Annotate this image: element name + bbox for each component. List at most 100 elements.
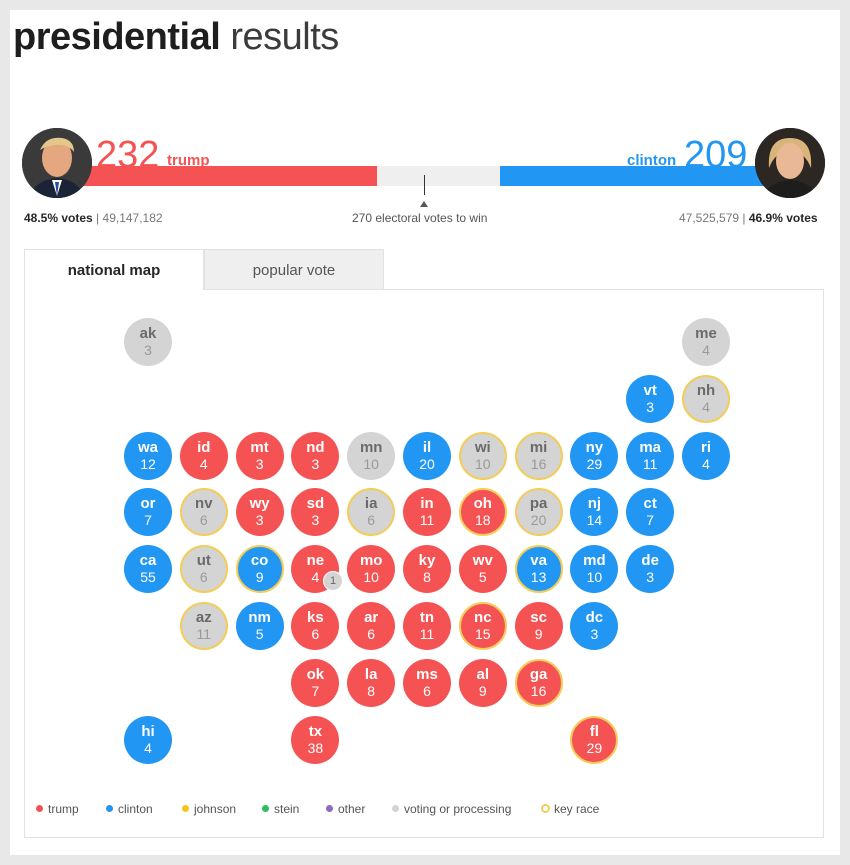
state-ny[interactable]: ny 29 xyxy=(570,431,619,480)
state-electoral-votes: 10 xyxy=(475,455,491,472)
page-title: presidential results xyxy=(13,16,339,59)
state-electoral-votes: 7 xyxy=(311,682,320,699)
state-sc[interactable]: sc 9 xyxy=(514,602,563,650)
state-abbr: ga xyxy=(529,665,548,683)
state-nh[interactable]: nh 4 xyxy=(682,374,730,423)
state-electoral-votes: 14 xyxy=(586,512,603,529)
state-abbr: ny xyxy=(585,438,604,456)
state-in[interactable]: in 11 xyxy=(403,488,451,537)
state-ia[interactable]: ia 6 xyxy=(347,488,396,537)
state-abbr: va xyxy=(530,552,547,570)
state-electoral-votes: 3 xyxy=(255,512,264,529)
state-fl[interactable]: fl 29 xyxy=(570,715,619,764)
state-ks[interactable]: ks 6 xyxy=(291,602,340,650)
state-or[interactable]: or 7 xyxy=(124,488,172,537)
state-electoral-votes: 3 xyxy=(646,398,655,415)
clinton-photo-icon xyxy=(755,128,825,198)
legend-dot-icon xyxy=(36,805,43,812)
state-mi[interactable]: mi 16 xyxy=(514,431,563,480)
state-ms[interactable]: ms 6 xyxy=(403,658,451,707)
state-il[interactable]: il 20 xyxy=(403,431,451,480)
state-wv[interactable]: wv 5 xyxy=(458,545,507,594)
state-la[interactable]: la 8 xyxy=(347,658,396,707)
state-abbr: ia xyxy=(364,495,378,513)
state-abbr: ca xyxy=(139,552,157,570)
legend-dot-icon xyxy=(262,805,269,812)
state-electoral-votes: 6 xyxy=(367,626,376,642)
state-ky[interactable]: ky 8 xyxy=(403,545,451,594)
state-tn[interactable]: tn 11 xyxy=(403,602,451,650)
state-wa[interactable]: wa 12 xyxy=(124,431,172,480)
state-al[interactable]: al 9 xyxy=(458,658,507,707)
state-hi[interactable]: hi 4 xyxy=(124,715,172,764)
trump-avatar xyxy=(22,128,92,198)
state-abbr: de xyxy=(641,552,659,570)
state-abbr: wv xyxy=(472,552,493,570)
state-abbr: mo xyxy=(359,552,383,570)
state-oh[interactable]: oh 18 xyxy=(458,488,507,537)
state-abbr: mt xyxy=(250,438,269,456)
state-ut[interactable]: ut 6 xyxy=(179,545,228,594)
state-co[interactable]: co 9 xyxy=(235,545,284,594)
state-electoral-votes: 11 xyxy=(419,512,435,529)
state-electoral-votes: 55 xyxy=(140,569,156,586)
tab-national-map[interactable]: national map xyxy=(24,249,204,290)
state-me[interactable]: me 4 xyxy=(682,318,730,366)
state-ri[interactable]: ri 4 xyxy=(682,431,730,480)
state-mn[interactable]: mn 10 xyxy=(347,431,396,480)
state-ak[interactable]: ak 3 xyxy=(124,318,172,366)
undecided-bar xyxy=(377,166,500,186)
state-nd[interactable]: nd 3 xyxy=(291,431,340,480)
state-id[interactable]: id 4 xyxy=(179,431,228,480)
trump-electoral: 232 xyxy=(96,134,160,176)
state-mo[interactable]: mo 10 xyxy=(347,545,396,594)
state-abbr: or xyxy=(140,495,156,513)
state-electoral-votes: 11 xyxy=(419,626,435,642)
legend-label: clinton xyxy=(118,802,153,816)
legend-label: voting or processing xyxy=(404,802,512,816)
state-ca[interactable]: ca 55 xyxy=(124,545,172,594)
state-abbr: ky xyxy=(418,552,436,570)
state-wi[interactable]: wi 10 xyxy=(458,431,507,480)
state-mt[interactable]: mt 3 xyxy=(235,431,284,480)
state-electoral-votes: 38 xyxy=(307,739,324,756)
state-nc[interactable]: nc 15 xyxy=(458,602,507,650)
state-va[interactable]: va 13 xyxy=(514,545,563,594)
state-electoral-votes: 9 xyxy=(255,569,264,586)
state-ga[interactable]: ga 16 xyxy=(514,658,563,707)
clinton-avatar xyxy=(755,128,825,198)
clinton-votes: 47,525,579 xyxy=(679,211,740,225)
clinton-pct: 46.9% votes xyxy=(748,211,818,225)
state-vt[interactable]: vt 3 xyxy=(626,374,675,423)
state-tx[interactable]: tx 38 xyxy=(291,715,340,764)
tab-popular-vote[interactable]: popular vote xyxy=(204,249,384,290)
state-abbr: ak xyxy=(139,325,157,342)
ne-split-badge: 1 xyxy=(323,571,343,591)
state-electoral-votes: 10 xyxy=(363,455,379,472)
state-pa[interactable]: pa 20 xyxy=(514,488,563,537)
state-electoral-votes: 4 xyxy=(144,739,152,756)
state-nm[interactable]: nm 5 xyxy=(235,602,284,650)
state-ma[interactable]: ma 11 xyxy=(626,431,675,480)
state-nv[interactable]: nv 6 xyxy=(179,488,228,537)
state-ar[interactable]: ar 6 xyxy=(347,602,396,650)
state-electoral-votes: 3 xyxy=(590,626,599,642)
state-abbr: ok xyxy=(306,665,325,683)
state-ct[interactable]: ct 7 xyxy=(626,488,675,537)
state-wy[interactable]: wy 3 xyxy=(235,488,284,537)
state-abbr: sc xyxy=(530,609,547,626)
state-az[interactable]: az 11 xyxy=(179,602,228,650)
state-dc[interactable]: dc 3 xyxy=(570,602,619,650)
state-electoral-votes: 3 xyxy=(255,455,264,472)
state-de[interactable]: de 3 xyxy=(626,545,675,594)
state-abbr: in xyxy=(420,495,434,513)
state-electoral-votes: 8 xyxy=(423,569,431,586)
state-sd[interactable]: sd 3 xyxy=(291,488,340,537)
state-electoral-votes: 16 xyxy=(530,455,547,472)
state-md[interactable]: md 10 xyxy=(570,545,619,594)
state-abbr: sd xyxy=(306,495,325,513)
state-abbr: ri xyxy=(700,438,711,456)
state-abbr: vt xyxy=(643,381,657,399)
state-nj[interactable]: nj 14 xyxy=(570,488,619,537)
state-ok[interactable]: ok 7 xyxy=(291,658,340,707)
